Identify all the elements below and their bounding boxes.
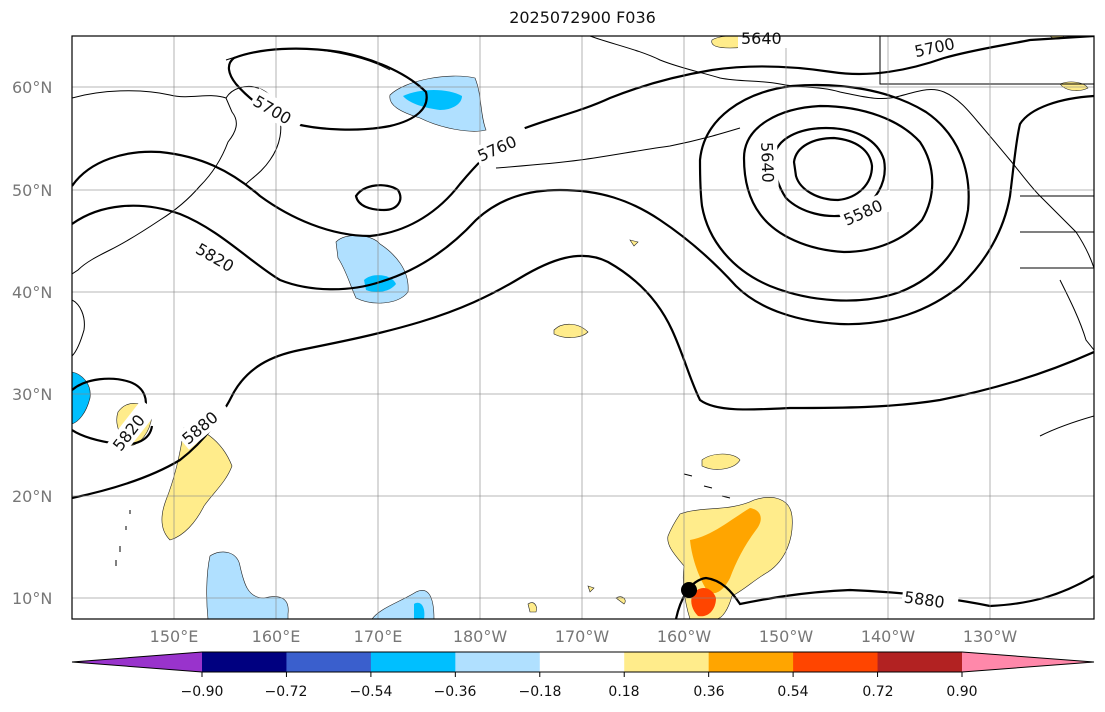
longitude-axis: 150°E 160°E 170°E 180°W 170°W 160°W 150°…: [150, 627, 1018, 646]
colorbar: −0.90 −0.72 −0.54 −0.36 −0.18 0.18 0.36 …: [71, 651, 1095, 700]
positive-anomaly-patch: [629, 239, 639, 247]
coastline-us-west: [1020, 195, 1094, 351]
colorbar-extend-min: [72, 652, 202, 672]
positive-anomaly-patch: [615, 596, 626, 605]
contour-5880: [72, 254, 1094, 500]
colorbar-tick-label: 0.18: [608, 684, 639, 700]
colorbar-tick-label: 0.54: [777, 684, 808, 700]
colorbar-tick-label: −0.18: [519, 684, 562, 700]
colorbar-tick-label: −0.54: [350, 684, 393, 700]
colorbar-ticks: [201, 672, 963, 677]
negative-anomaly-core: [403, 90, 462, 110]
contour-small-closed: [354, 184, 402, 212]
colorbar-segment: [624, 652, 710, 672]
lon-tick-label: 140°W: [861, 627, 916, 646]
positive-anomaly-patch: [701, 453, 741, 470]
contour-label: 5640: [757, 142, 777, 183]
colorbar-labels: −0.90 −0.72 −0.54 −0.36 −0.18 0.18 0.36 …: [181, 684, 978, 700]
contour-low-5640: [742, 104, 934, 254]
colorbar-segment: [708, 652, 794, 672]
coastline-marianas: [115, 510, 131, 566]
lat-tick-label: 60°N: [12, 78, 52, 97]
colorbar-tick-label: −0.36: [434, 684, 477, 700]
lon-tick-label: 150°E: [150, 627, 199, 646]
map-area: [72, 36, 1094, 619]
contour-label: 5640: [741, 29, 782, 48]
latitude-axis: 60°N 50°N 40°N 30°N 20°N 10°N: [12, 78, 52, 608]
positive-anomaly-core: [691, 587, 716, 617]
coastline-alaska: [589, 36, 1094, 269]
gridlines: [72, 36, 1094, 619]
contour-5820: [72, 94, 1094, 326]
colorbar-tick-label: −0.90: [181, 684, 224, 700]
colorbar-segment: [539, 652, 625, 672]
colorbar-outline: [71, 651, 1095, 673]
colorbar-segment: [877, 652, 963, 672]
contour-5700-west: [227, 47, 428, 131]
lon-tick-label: 130°W: [963, 627, 1018, 646]
coastline-baja: [1039, 415, 1094, 437]
lat-tick-label: 40°N: [12, 283, 52, 302]
positive-anomaly-patch: [161, 427, 233, 541]
coastline-asia: [72, 90, 237, 275]
colorbar-segments: [72, 652, 1094, 672]
lon-tick-label: 170°W: [555, 627, 610, 646]
lon-tick-label: 160°W: [657, 627, 712, 646]
colorbar-extend-max: [962, 652, 1094, 672]
lat-tick-label: 50°N: [12, 181, 52, 200]
storm-position-marker: [681, 582, 697, 598]
lon-tick-label: 180°W: [453, 627, 508, 646]
colorbar-segment: [455, 652, 541, 672]
lat-tick-label: 10°N: [12, 589, 52, 608]
lon-tick-label: 160°E: [252, 627, 301, 646]
coastline-japan: [72, 299, 85, 357]
coastline-canada: [879, 36, 1094, 85]
negative-anomaly-patch: [72, 371, 91, 425]
colorbar-tick-label: 0.72: [862, 684, 893, 700]
positive-anomaly-patch: [587, 585, 595, 593]
positive-anomaly-core: [690, 508, 761, 594]
lat-tick-label: 20°N: [12, 487, 52, 506]
colorbar-tick-label: 0.36: [693, 684, 724, 700]
lat-tick-label: 30°N: [12, 385, 52, 404]
map-frame: [71, 35, 1095, 620]
lon-tick-label: 150°W: [759, 627, 814, 646]
negative-anomaly-core: [414, 602, 425, 619]
colorbar-segment: [793, 652, 879, 672]
lon-tick-label: 170°E: [354, 627, 403, 646]
contour-5880-south: [674, 575, 1094, 619]
map-title: 2025072900 F036: [509, 8, 656, 27]
colorbar-tick-label: −0.72: [265, 684, 308, 700]
colorbar-segment: [202, 652, 287, 672]
colorbar-tick-label: 0.90: [946, 684, 977, 700]
contour-low-core: [792, 136, 874, 202]
positive-anomaly-patch: [527, 602, 537, 613]
colorbar-segment: [286, 652, 372, 672]
positive-anomaly-patch: [553, 323, 589, 338]
colorbar-segment: [370, 652, 456, 672]
contour-low-outer: [698, 83, 970, 302]
